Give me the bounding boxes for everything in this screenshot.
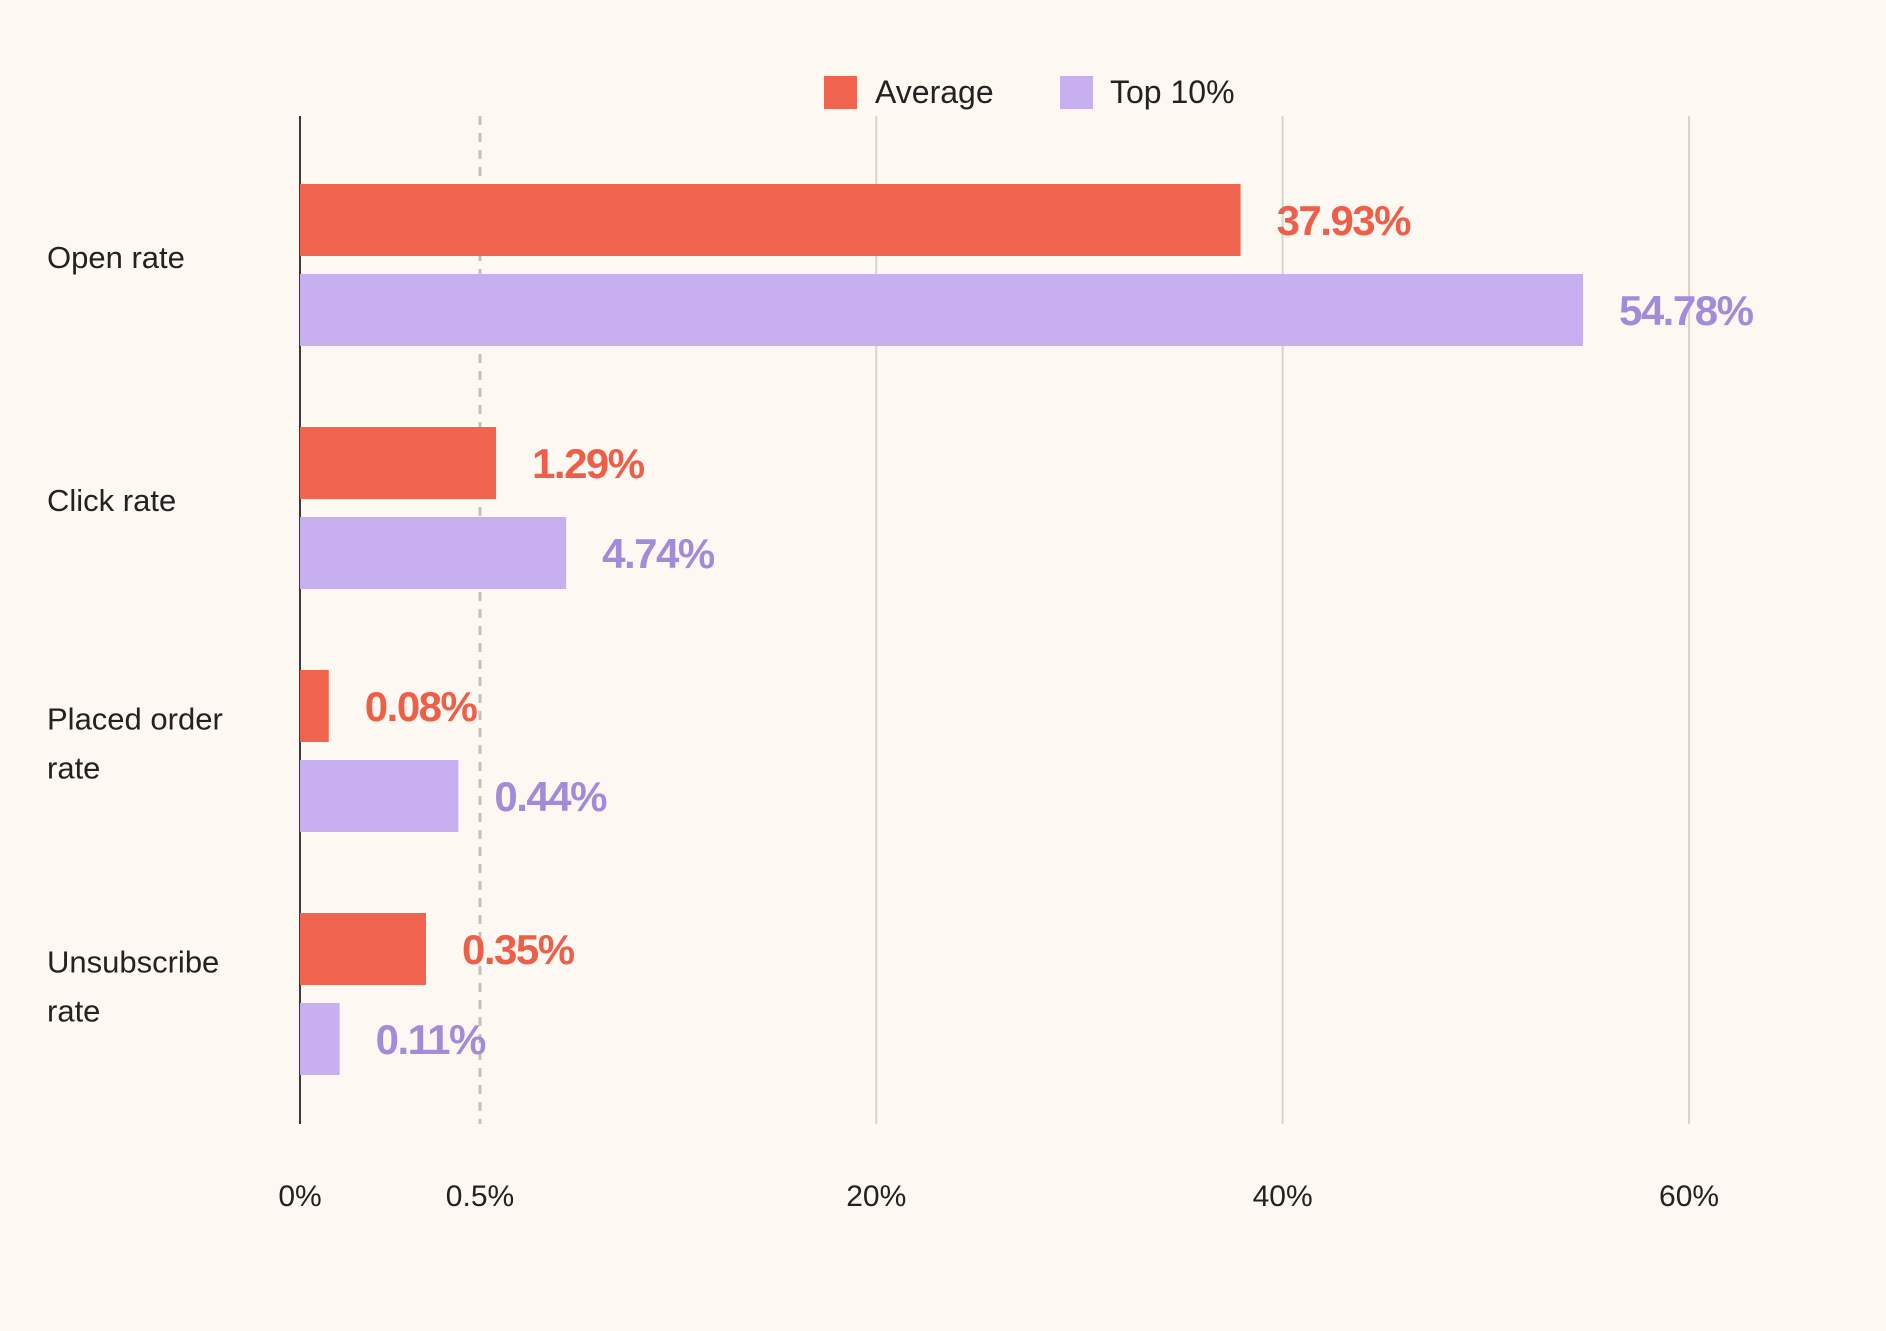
category-label-line: Open rate: [47, 240, 185, 275]
category-label-2: Placed order rate: [47, 702, 223, 786]
tick-label-20: 20%: [846, 1180, 906, 1213]
bar-1-0: [300, 427, 497, 499]
legend-label-1: Top 10%: [1110, 74, 1235, 110]
bar-1-1: [300, 517, 567, 589]
category-label-line: rate: [47, 751, 100, 786]
legend-swatch-0: [824, 76, 857, 109]
legend: Average Top 10%: [824, 74, 1235, 110]
bar-2-1: [300, 760, 459, 832]
category-label-line: rate: [47, 994, 100, 1029]
category-label-3: Unsubscribe rate: [47, 945, 219, 1029]
value-label-2-0: 0.08%: [365, 683, 478, 730]
value-label-1-0: 1.29%: [532, 440, 645, 487]
value-label-3-0: 0.35%: [462, 926, 575, 973]
tick-label-0-5: 0.5%: [446, 1180, 514, 1213]
value-label-0-1: 54.78%: [1619, 287, 1754, 334]
bar-0-1: [300, 274, 1583, 346]
tick-label-0: 0%: [278, 1180, 321, 1213]
tick-labels-layer: 0% 0.5% 20% 40% 60%: [278, 1180, 1719, 1213]
category-label-1: Click rate: [47, 483, 176, 518]
category-label-0: Open rate: [47, 240, 185, 275]
value-label-1-1: 4.74%: [602, 530, 715, 577]
value-label-3-1: 0.11%: [376, 1016, 486, 1063]
tick-label-60: 60%: [1659, 1180, 1719, 1213]
category-label-line: Placed order: [47, 702, 223, 737]
bar-3-0: [300, 913, 426, 985]
bar-0-0: [300, 184, 1241, 256]
bar-3-1: [300, 1003, 340, 1075]
bars-layer: [300, 184, 1583, 1075]
value-labels-layer: 37.93% 54.78% 1.29% 4.74% 0.08% 0.44% 0.35% 0.1…: [365, 197, 1755, 1063]
value-label-0-0: 37.93%: [1277, 197, 1412, 244]
legend-swatch-1: [1060, 76, 1093, 109]
tick-label-40: 40%: [1253, 1180, 1313, 1213]
value-label-2-1: 0.44%: [494, 773, 607, 820]
bar-2-0: [300, 670, 329, 742]
category-label-line: Click rate: [47, 483, 176, 518]
legend-label-0: Average: [875, 74, 994, 110]
category-label-line: Unsubscribe: [47, 945, 219, 980]
